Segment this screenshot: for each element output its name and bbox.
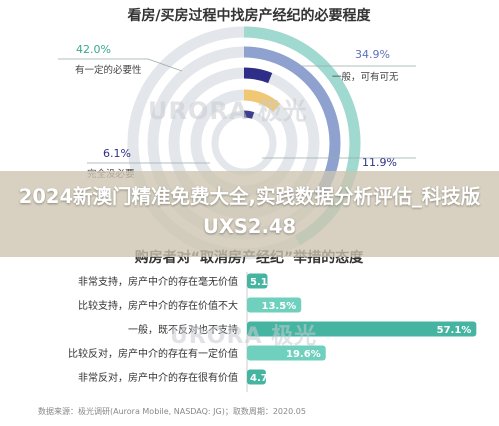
bar-value-label-2: 57.1% (437, 325, 472, 336)
donut-leader-0b (147, 58, 183, 72)
donut-ring-arc-2 (168, 67, 320, 219)
donut-value-label-2: 6.1% (103, 147, 131, 160)
donut-value-label-1: 34.9% (355, 48, 390, 61)
donut-value-label-3: 11.9% (362, 156, 397, 169)
watermark-logo-bottom: URORA 极光 (170, 324, 318, 349)
watermark-logo-top: URORA 极光 (148, 97, 308, 125)
bar-value-label-1: 13.5% (262, 301, 297, 312)
donut-value-label-0: 42.0% (76, 43, 111, 56)
bar-category-label-1: 比较支持，房产中介的存在价值不大 (78, 299, 238, 312)
donut-ring-arc-1 (147, 46, 341, 240)
donut-ring-arc-3 (190, 89, 298, 197)
donut-category-label-1: 一般，可有可无 (332, 71, 399, 83)
donut-title: 看房/买房过程中找房产经纪的必要程度 (126, 7, 371, 24)
bar-1 (247, 297, 302, 313)
bar-0 (247, 273, 268, 289)
donut-category-label-0: 有一定的必要性 (75, 64, 142, 76)
bar-2 (247, 321, 477, 337)
headline-overlay-band (0, 171, 499, 257)
bar-value-label-0: 5.1% (250, 277, 278, 288)
bar-value-label-4: 4.7% (250, 373, 278, 384)
source-note: 数据来源：极光调研(Aurora Mobile, NASDAQ: JG)；取数周… (38, 406, 306, 416)
bar-category-label-4: 非常反对，房产中介的存在很有价值 (78, 371, 238, 384)
bar-value-label-3: 19.6% (286, 349, 321, 360)
donut-ring-arc-0 (127, 26, 361, 260)
bar-category-label-2: 一般，既不反对也不支持 (128, 323, 238, 336)
bar-category-label-0: 非常支持，房产中介的存在毫无价值 (78, 275, 238, 288)
bar-3 (247, 345, 326, 361)
donut-ring-arc-4 (211, 110, 277, 176)
overlay-headline: 2024新澳门精准免费大全,实践数据分析评估_科技版UXS2.48 (18, 185, 481, 238)
bar-category-label-3: 比较反对，房产中介的存在有一定价值 (68, 347, 238, 360)
bar-4 (247, 369, 266, 385)
